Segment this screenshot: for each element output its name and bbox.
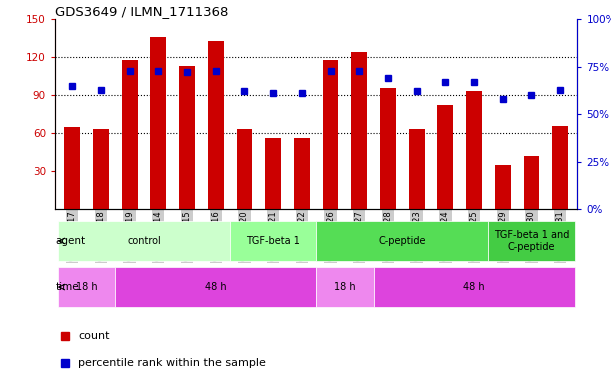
Text: 48 h: 48 h xyxy=(205,282,227,292)
Bar xyxy=(179,66,195,209)
Bar xyxy=(316,267,373,307)
Bar xyxy=(265,138,281,209)
Bar xyxy=(236,129,252,209)
Bar xyxy=(58,221,230,261)
Text: GDS3649 / ILMN_1711368: GDS3649 / ILMN_1711368 xyxy=(55,5,229,18)
Bar xyxy=(466,91,482,209)
Bar xyxy=(552,126,568,209)
Bar xyxy=(524,156,540,209)
Bar xyxy=(409,129,425,209)
Bar xyxy=(373,267,574,307)
Text: 48 h: 48 h xyxy=(463,282,485,292)
Text: percentile rank within the sample: percentile rank within the sample xyxy=(78,358,266,368)
Bar xyxy=(64,127,80,209)
Text: C-peptide: C-peptide xyxy=(379,236,426,246)
Bar xyxy=(437,105,453,209)
Bar xyxy=(150,37,166,209)
Text: agent: agent xyxy=(56,236,86,246)
Bar xyxy=(488,221,574,261)
Bar xyxy=(208,41,224,209)
Bar xyxy=(294,138,310,209)
Bar xyxy=(230,221,316,261)
Bar xyxy=(380,88,396,209)
Text: count: count xyxy=(78,331,110,341)
Bar xyxy=(115,267,316,307)
Text: control: control xyxy=(127,236,161,246)
Bar xyxy=(316,221,488,261)
Text: TGF-beta 1 and
C-peptide: TGF-beta 1 and C-peptide xyxy=(494,230,569,252)
Text: 18 h: 18 h xyxy=(334,282,356,292)
Bar xyxy=(323,60,338,209)
Bar xyxy=(58,267,115,307)
Text: TGF-beta 1: TGF-beta 1 xyxy=(246,236,300,246)
Bar xyxy=(495,165,511,209)
Bar xyxy=(351,52,367,209)
Bar xyxy=(93,129,109,209)
Text: time: time xyxy=(56,282,79,292)
Bar xyxy=(122,60,137,209)
Text: 18 h: 18 h xyxy=(76,282,97,292)
